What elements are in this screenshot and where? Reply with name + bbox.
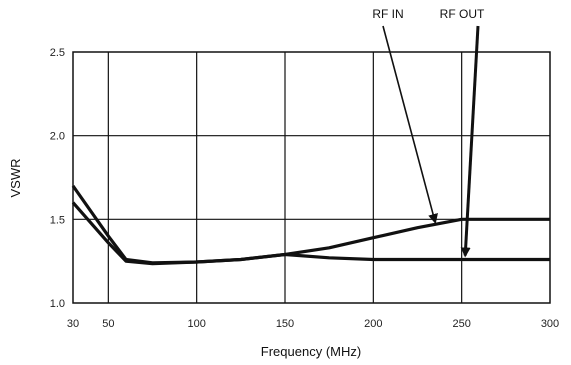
- x-tick-label: 150: [276, 318, 294, 330]
- y-tick-label: 2.0: [50, 131, 65, 143]
- annotations: RF IN RF OUT: [372, 7, 485, 258]
- y-axis-label: VSWR: [8, 159, 23, 198]
- y-tick-labels: 1.0 1.5 2.0 2.5: [50, 47, 65, 310]
- grid-lines: [73, 52, 550, 303]
- annotation-label-rf-out: RF OUT: [440, 7, 485, 21]
- annotation-label-rf-in: RF IN: [372, 7, 403, 21]
- y-tick-label: 2.5: [50, 47, 65, 59]
- x-tick-label: 300: [541, 318, 559, 330]
- annotation-arrow-rf-out: [460, 25, 480, 258]
- x-tick-label: 250: [452, 318, 470, 330]
- x-tick-label: 30: [67, 318, 79, 330]
- x-tick-label: 50: [102, 318, 114, 330]
- x-tick-label: 200: [364, 318, 382, 330]
- series-line-rf-out: [71, 201, 550, 266]
- x-tick-labels: 30 50 100 150 200 250 300: [67, 318, 559, 330]
- y-tick-label: 1.0: [50, 298, 65, 310]
- series-lines: [71, 184, 550, 266]
- plot-area: [72, 51, 551, 304]
- x-axis-label: Frequency (MHz): [261, 344, 361, 359]
- x-tick-label: 100: [187, 318, 205, 330]
- y-tick-label: 1.5: [50, 214, 65, 226]
- annotation-arrow-rf-in: [382, 25, 438, 224]
